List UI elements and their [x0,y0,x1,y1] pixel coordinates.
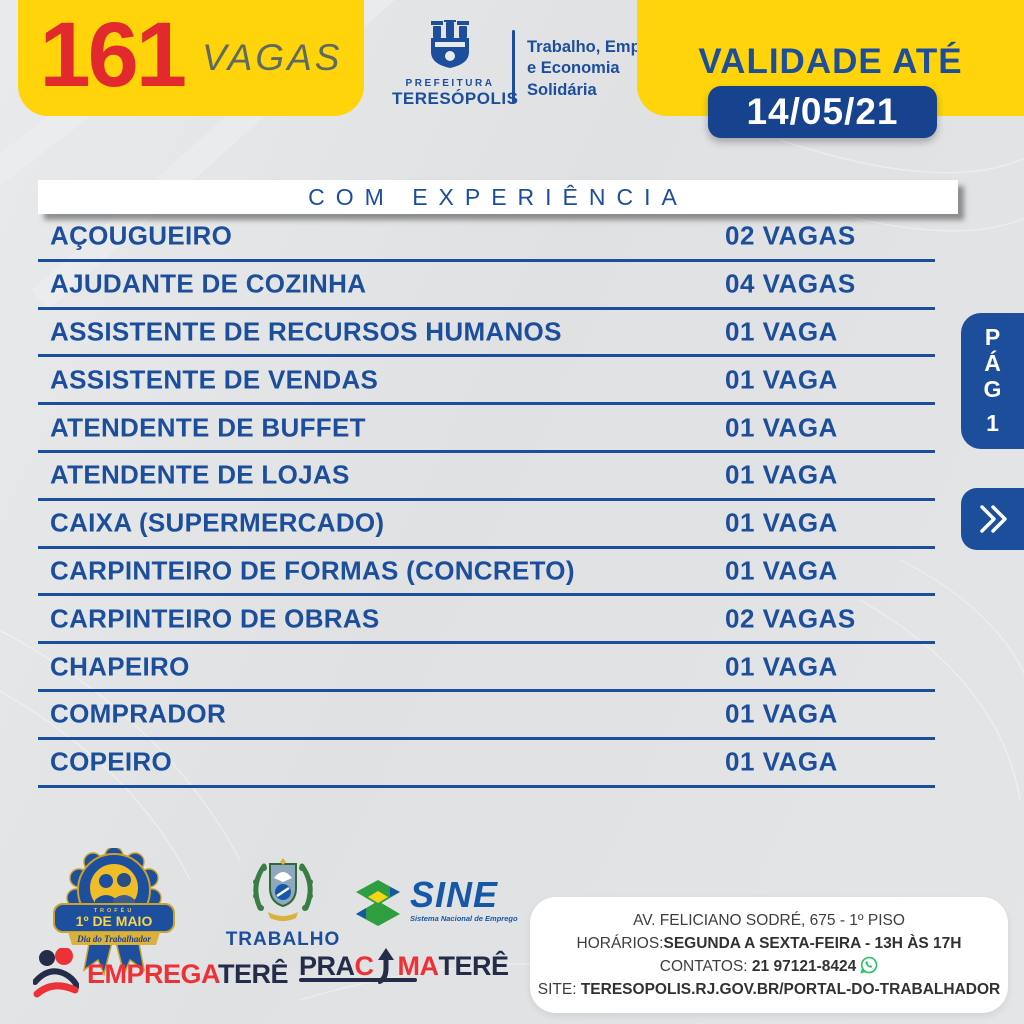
job-title: CARPINTEIRO DE OBRAS [50,603,380,634]
page-number: 1 [986,410,999,437]
pracimatere-part2: C [354,950,375,981]
contact-info-card: AV. FELICIANO SODRÉ, 675 - 1º PISO HORÁR… [530,897,1008,1013]
table-row: CARPINTEIRO DE FORMAS (CONCRETO) 01 VAGA [38,549,935,597]
contact-phone-line: CONTATOS: 21 97121-8424 [660,955,878,978]
job-title: AJUDANTE DE COZINHA [50,268,367,299]
vacancy-count-banner: 161 VAGAS [18,0,364,116]
job-count: 01 VAGA [725,651,838,682]
trabalho-logo: TRABALHO [220,856,346,951]
badge-top-text: TROFÉU [94,906,135,914]
job-title: ATENDENTE DE LOJAS [50,459,350,490]
page-indicator-letter: G [983,375,1002,402]
page-indicator-letter: Á [984,349,1001,376]
rio-coat-of-arms-icon [253,858,313,921]
table-row: COPEIRO 01 VAGA [38,740,935,788]
vacancy-count: 161 [39,4,187,106]
job-title: CHAPEIRO [50,651,190,682]
pracimatere-part1: PRA [299,950,355,981]
page-indicator-letter: P [984,324,1001,350]
job-count: 01 VAGA [725,412,838,443]
job-count: 01 VAGA [725,507,838,538]
trabalho-label: TRABALHO [225,929,341,950]
job-count: 01 VAGA [725,316,838,347]
job-title: COPEIRO [50,746,173,777]
job-count: 01 VAGA [725,364,838,395]
table-row: AÇOUGUEIRO 02 VAGAS [38,214,935,262]
job-title: COMPRADOR [50,698,227,729]
people-icon [33,948,79,998]
job-count: 02 VAGAS [725,220,856,251]
contact-address: AV. FELICIANO SODRÉ, 675 - 1º PISO [633,911,905,929]
contact-site-line: SITE: TERESOPOLIS.RJ.GOV.BR/PORTAL-DO-TR… [538,978,1000,1001]
empregatere-part1: EMPREGA [87,958,219,989]
header-divider [512,30,515,104]
badge-title: 1º DE MAIO [76,913,153,929]
whatsapp-icon [860,956,878,974]
contact-hours: HORÁRIOS:SEGUNDA A SEXTA-FEIRA - 13H ÀS … [577,932,962,955]
job-title: CARPINTEIRO DE FORMAS (CONCRETO) [50,555,575,586]
phone-number: 21 97121-8424 [751,958,857,975]
job-count: 01 VAGA [725,459,838,490]
hours-value: SEGUNDA A SEXTA-FEIRA - 13H ÀS 17H [663,934,962,952]
table-row: ASSISTENTE DE RECURSOS HUMANOS 01 VAGA [38,310,935,358]
sine-logo: SINE Sistema Nacional de Emprego [352,874,518,928]
job-count: 01 VAGA [725,555,838,586]
logo-underline [299,978,417,982]
vacancy-count-label: VAGAS [202,37,343,78]
job-title: AÇOUGUEIRO [50,220,233,251]
job-list: AÇOUGUEIRO 02 VAGAS AJUDANTE DE COZINHA … [38,214,935,788]
sine-subtitle: Sistema Nacional de Emprego [410,914,518,924]
table-row: ATENDENTE DE LOJAS 01 VAGA [38,453,935,501]
job-count: 01 VAGA [725,746,838,777]
prefeitura-big-label: TERESÓPOLIS [392,89,519,108]
empregatere-part2: TERÊ [218,958,289,989]
site-url: TERESOPOLIS.RJ.GOV.BR/PORTAL-DO-TRABALHA… [580,981,1001,999]
next-page-button[interactable] [961,488,1024,550]
page-indicator: P Á G 1 [961,313,1024,449]
prefeitura-small-label: PREFEITURA [405,78,495,89]
department-line: Solidária [527,80,597,99]
job-title: CAIXA (SUPERMERCADO) [50,507,385,538]
sine-flag-icon [356,880,400,926]
validity-date-badge: 14/05/21 [708,86,937,138]
table-row: ATENDENTE DE BUFFET 01 VAGA [38,405,935,453]
sine-name: SINE [410,874,499,915]
badge-subtitle: Dia do Trabalhador [76,934,151,944]
job-title: ATENDENTE DE BUFFET [50,412,366,443]
validity-banner: VALIDADE ATÉ [637,0,1024,116]
validity-label: VALIDADE ATÉ [698,42,963,81]
table-row: CHAPEIRO 01 VAGA [38,644,935,692]
validity-date: 14/05/21 [746,91,899,132]
primeiro-de-maio-badge: TROFÉU 1º DE MAIO Dia do Trabalhador [40,846,188,980]
pracimatere-part4: TERÊ [438,950,510,981]
job-title: ASSISTENTE DE VENDAS [50,364,379,395]
job-title: ASSISTENTE DE RECURSOS HUMANOS [50,316,562,347]
pracimatere-logo: PRA C MA TERÊ [299,948,509,984]
pracimatere-part3: MA [397,950,440,981]
table-row: COMPRADOR 01 VAGA [38,692,935,740]
job-count: 04 VAGAS [725,268,856,299]
hours-label: HORÁRIOS: [576,934,664,952]
job-count: 01 VAGA [725,698,838,729]
table-row: CARPINTEIRO DE OBRAS 02 VAGAS [38,596,935,645]
table-row: ASSISTENTE DE VENDAS 01 VAGA [38,357,935,406]
rosette-badge-icon: TROFÉU 1º DE MAIO Dia do Trabalhador [53,846,175,977]
table-row: AJUDANTE DE COZINHA 04 VAGAS [38,262,935,310]
double-chevron-right-icon [979,505,1007,533]
site-label: SITE: [537,981,581,999]
table-row: CAIXA (SUPERMERCADO) 01 VAGA [38,501,935,549]
prefeitura-logo: PREFEITURA TERESÓPOLIS [392,18,519,109]
section-title-bar: COM EXPERIÊNCIA [38,180,958,214]
section-title: COM EXPERIÊNCIA [308,183,688,210]
department-line: e Economia [527,59,620,78]
job-count: 02 VAGAS [725,603,856,634]
city-crest-icon [431,18,469,68]
empregatere-logo: EMPREGATERÊ [33,948,289,1000]
contacts-label: CONTATOS: [659,958,752,975]
